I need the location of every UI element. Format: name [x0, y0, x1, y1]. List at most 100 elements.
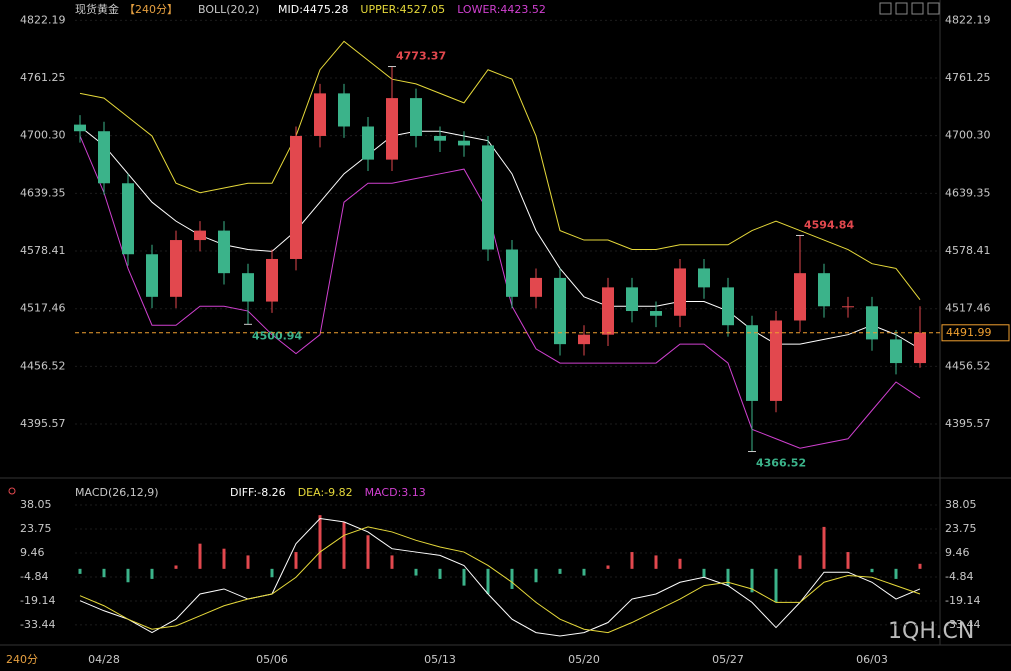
macd-bar: [918, 563, 922, 569]
y-tick-label: 4395.57: [945, 417, 991, 430]
y-tick-label: -4.84: [945, 570, 973, 583]
y-tick-label: 4517.46: [20, 302, 66, 315]
macd-bar: [222, 548, 226, 569]
y-tick-label: -4.84: [20, 570, 48, 583]
macd-bar: [174, 565, 178, 569]
candle-body: [818, 273, 830, 307]
macd-bar: [654, 555, 658, 569]
y-tick-label: 4578.41: [20, 244, 66, 257]
y-tick-label: 38.05: [945, 498, 977, 511]
candle-body: [98, 131, 110, 184]
indicator-value: UPPER:4527.05: [360, 3, 445, 16]
tool-button[interactable]: [927, 2, 940, 15]
tool-button[interactable]: [879, 2, 892, 15]
candle-body: [890, 339, 902, 364]
macd-bar: [78, 568, 82, 574]
indicator-name[interactable]: BOLL(20,2): [198, 3, 259, 16]
candle-body: [458, 140, 470, 146]
extreme-label: 4366.52: [756, 457, 806, 470]
candle-body: [434, 135, 446, 141]
candle-body: [314, 93, 326, 136]
x-tick-label: 05/20: [568, 653, 600, 666]
extreme-label: 4500.94: [252, 329, 302, 342]
candle-body: [242, 273, 254, 302]
indicator-value: DIFF:-8.26: [230, 486, 286, 499]
macd-bar: [726, 568, 730, 586]
candle-body: [866, 306, 878, 340]
macd-bar: [102, 568, 106, 578]
candle-body: [146, 254, 158, 297]
macd-bar: [342, 521, 346, 569]
candle-body: [746, 325, 758, 401]
last-price-box: [941, 324, 1010, 342]
y-tick-label: -19.14: [20, 594, 55, 607]
y-tick-label: 9.46: [20, 546, 45, 559]
tool-button[interactable]: [911, 2, 924, 15]
y-tick-label: 4761.25: [20, 71, 66, 84]
macd-bar: [414, 568, 418, 576]
boll-line: [79, 135, 921, 449]
candle-body: [386, 98, 398, 160]
x-tick-label: 06/03: [856, 653, 888, 666]
y-tick-label: 4822.19: [20, 13, 66, 26]
y-tick-label: 23.75: [945, 522, 977, 535]
y-tick-label: 4700.30: [20, 129, 66, 142]
y-tick-label: -33.44: [945, 618, 980, 631]
y-tick-label: 4700.30: [945, 129, 991, 142]
x-tick-label: 04/28: [88, 653, 120, 666]
candle-body: [554, 277, 566, 345]
y-tick-label: -19.14: [945, 594, 980, 607]
macd-bar: [702, 568, 706, 578]
macd-bar: [894, 568, 898, 579]
indicator-value: MACD:3.13: [365, 486, 426, 499]
candle-body: [482, 145, 494, 250]
toolbar: [879, 2, 940, 15]
macd-bar: [558, 568, 562, 574]
indicator-value: DEA:-9.82: [298, 486, 353, 499]
y-tick-label: 23.75: [20, 522, 52, 535]
y-tick-label: 4639.35: [20, 186, 66, 199]
candle-body: [74, 124, 86, 132]
macd-bar: [678, 558, 682, 569]
candle-body: [914, 332, 926, 364]
macd-bar: [846, 552, 850, 569]
y-tick-label: 4578.41: [945, 244, 991, 257]
extreme-label: 4773.37: [396, 50, 446, 63]
candle-body: [506, 249, 518, 297]
indicator-icon[interactable]: [8, 487, 16, 495]
candle-body: [650, 311, 662, 316]
macd-bar: [630, 552, 634, 569]
x-tick-label: 05/27: [712, 653, 744, 666]
macd-bar: [822, 526, 826, 569]
instrument-title: 现货黄金: [75, 2, 119, 16]
candle-body: [626, 287, 638, 312]
candle-body: [578, 334, 590, 345]
candle-body: [770, 320, 782, 401]
tool-button[interactable]: [895, 2, 908, 15]
candle-body: [530, 277, 542, 297]
period[interactable]: 【240分】: [124, 3, 178, 16]
macd-bar: [318, 515, 322, 569]
macd-bar: [774, 568, 778, 603]
y-tick-label: 4761.25: [945, 71, 991, 84]
y-tick-label: 38.05: [20, 498, 52, 511]
period-footer[interactable]: 240分: [6, 653, 38, 666]
macd-bar: [510, 568, 514, 589]
macd-bar: [390, 555, 394, 569]
candle-body: [218, 230, 230, 274]
y-tick-label: -33.44: [20, 618, 55, 631]
macd-line: [79, 526, 921, 634]
candle-body: [410, 98, 422, 136]
y-tick-label: 9.46: [945, 546, 970, 559]
y-tick-label: 4517.46: [945, 302, 991, 315]
macd-title[interactable]: MACD(26,12,9): [75, 486, 159, 499]
last-price-label: 4491.99: [946, 326, 992, 339]
macd-bar: [798, 555, 802, 569]
candle-body: [194, 230, 206, 241]
candle-body: [290, 135, 302, 259]
y-tick-label: 4456.52: [945, 359, 991, 372]
macd-bar: [486, 568, 490, 594]
watermark: 1QH.CN: [888, 619, 974, 644]
macd-bar: [606, 565, 610, 569]
